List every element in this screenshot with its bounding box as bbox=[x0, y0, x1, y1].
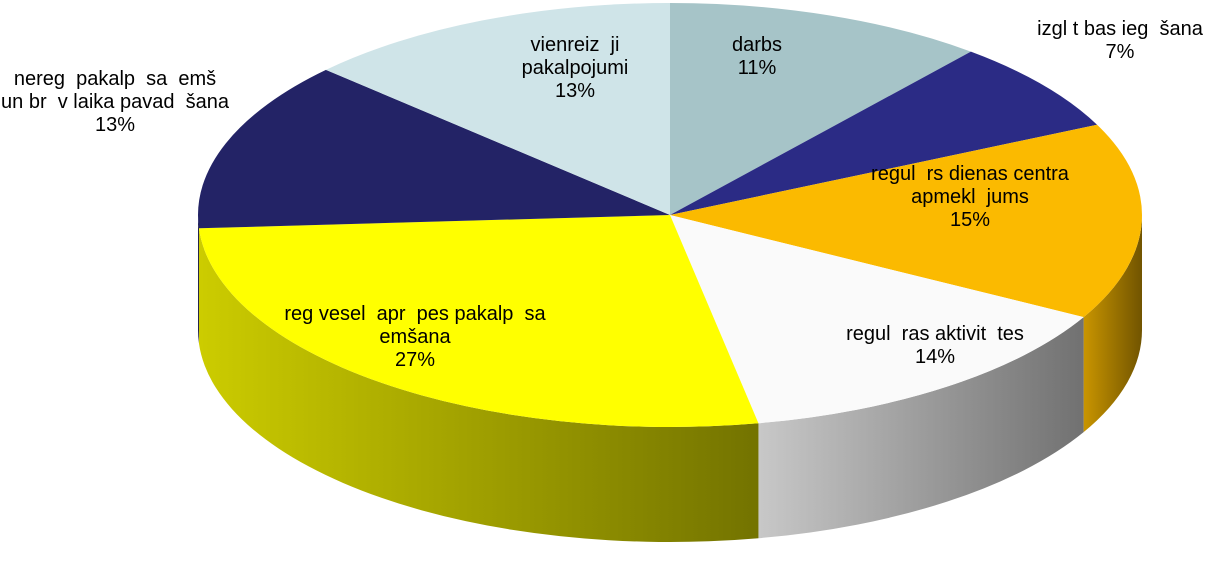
slice bbox=[670, 51, 1098, 216]
slice-side bbox=[1083, 215, 1142, 433]
slice-label: reg vesel apr pes pakalp sa emšana 27% bbox=[275, 303, 555, 372]
slice-value: 14% bbox=[914, 346, 956, 368]
slice-name: regul rs dienas centra apmekl jums bbox=[871, 163, 1075, 208]
slice-side bbox=[758, 317, 1084, 539]
slice-value: 7% bbox=[1105, 41, 1135, 63]
slice-name: darbs bbox=[731, 34, 783, 56]
slice bbox=[670, 215, 1084, 424]
slice-value: 11% bbox=[737, 57, 777, 79]
slice-label: izgl t bas ieg šana 7% bbox=[1000, 18, 1232, 64]
slice-label: darbs 11% bbox=[657, 34, 857, 80]
slice-name: nereg pakalp sa emš un br v laika pavad … bbox=[1, 68, 229, 113]
slice-value: 27% bbox=[394, 349, 436, 371]
slice-side bbox=[198, 228, 759, 542]
slice-side bbox=[198, 215, 199, 344]
slice-label: regul ras aktivit tes 14% bbox=[805, 323, 1065, 369]
slice-name: reg vesel apr pes pakalp sa emšana bbox=[284, 303, 557, 348]
slice-value: 15% bbox=[949, 209, 991, 231]
slice-value: 13% bbox=[94, 114, 136, 136]
slice bbox=[198, 69, 670, 229]
slice bbox=[325, 3, 670, 215]
slice-label: regul rs dienas centra apmekl jums 15% bbox=[840, 163, 1100, 232]
slice bbox=[670, 124, 1142, 318]
slice-name: izgl t bas ieg šana bbox=[1037, 18, 1203, 40]
slice bbox=[198, 215, 759, 428]
slice-name: regul ras aktivit tes bbox=[846, 323, 1024, 345]
slice-value: 13% bbox=[554, 80, 596, 102]
slice bbox=[670, 3, 971, 215]
slice-label: nereg pakalp sa emš un br v laika pavad … bbox=[0, 68, 230, 137]
slice-label: vienreiz ji pakalpojumi 13% bbox=[480, 34, 670, 103]
slice-name: vienreiz ji pakalpojumi bbox=[521, 34, 629, 79]
